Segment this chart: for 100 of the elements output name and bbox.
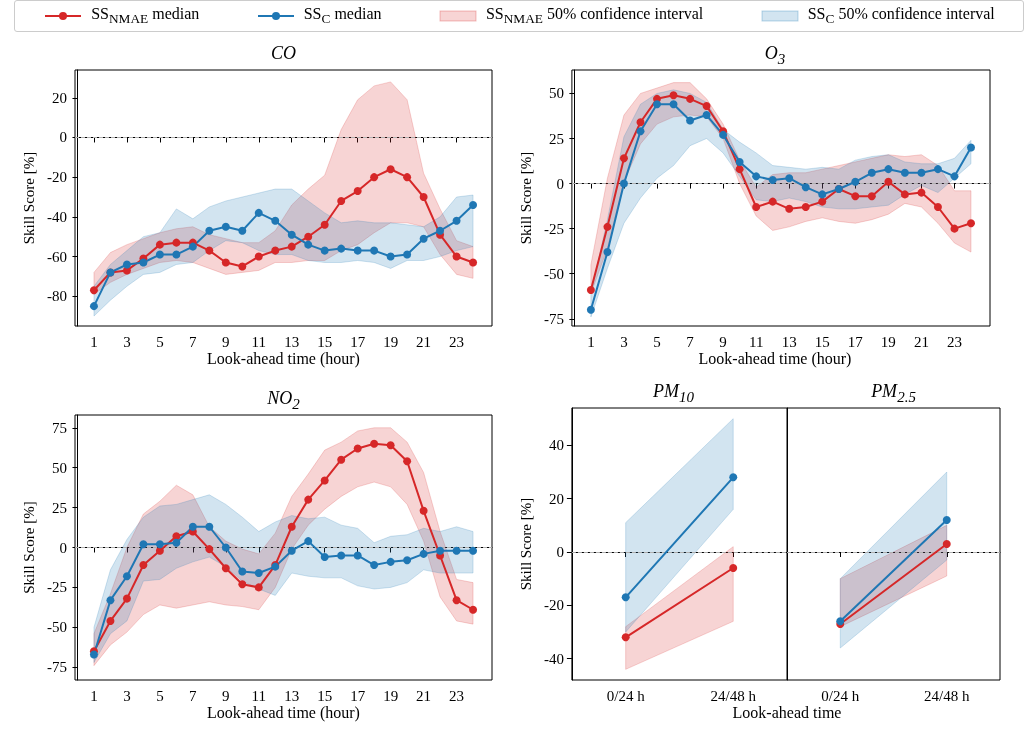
point bbox=[188, 242, 197, 251]
x-tick-label: 0/24 h bbox=[821, 687, 860, 704]
point bbox=[172, 250, 181, 259]
point bbox=[238, 567, 247, 576]
point bbox=[735, 157, 744, 166]
point bbox=[403, 250, 412, 259]
point bbox=[702, 102, 711, 111]
x-tick-label: 15 bbox=[814, 333, 830, 350]
point bbox=[337, 196, 346, 205]
point bbox=[221, 258, 230, 267]
point bbox=[967, 219, 975, 228]
y-tick-label: -75 bbox=[543, 310, 564, 327]
y-tick-label: -50 bbox=[543, 265, 564, 282]
y-tick-label: 50 bbox=[52, 459, 67, 476]
x-tick-label: 3 bbox=[123, 333, 131, 350]
y-tick-label: 50 bbox=[548, 85, 564, 102]
point bbox=[271, 246, 280, 255]
point bbox=[122, 572, 131, 581]
y-axis-title: Skill Score [%] bbox=[517, 497, 534, 591]
point bbox=[304, 240, 313, 249]
y-tick-label: 20 bbox=[52, 89, 67, 106]
point bbox=[106, 616, 115, 625]
y-tick-label: -80 bbox=[47, 288, 67, 305]
point bbox=[900, 190, 909, 199]
point bbox=[370, 561, 379, 570]
x-tick-label: 21 bbox=[416, 687, 432, 704]
point bbox=[603, 222, 612, 231]
y-tick-label: 0 bbox=[556, 175, 564, 192]
point bbox=[586, 285, 595, 294]
x-tick-label: 15 bbox=[317, 687, 333, 704]
x-tick-label: 1 bbox=[90, 687, 98, 704]
y-tick-label: -50 bbox=[47, 619, 67, 636]
x-tick-label: 11 bbox=[748, 333, 764, 350]
point bbox=[669, 100, 678, 109]
point bbox=[452, 596, 461, 605]
x-axis-title: Look-ahead time (hour) bbox=[206, 704, 361, 722]
y-tick-label: -40 bbox=[47, 208, 67, 225]
point bbox=[942, 516, 951, 524]
point bbox=[139, 258, 148, 267]
point bbox=[933, 203, 942, 212]
point bbox=[172, 538, 181, 547]
y-tick-label: 40 bbox=[548, 437, 564, 454]
x-tick-label: 3 bbox=[123, 687, 131, 704]
x-tick-label: 13 bbox=[284, 333, 300, 350]
point bbox=[304, 495, 313, 504]
y-tick-label: -75 bbox=[47, 659, 67, 676]
point bbox=[172, 238, 181, 247]
chart-title: CO bbox=[270, 43, 297, 64]
point bbox=[469, 546, 478, 555]
x-tick-label: 13 bbox=[781, 333, 797, 350]
x-axis-title: Look-ahead time (hour) bbox=[206, 350, 361, 368]
point bbox=[452, 216, 461, 225]
x-tick-label: 24/48 h bbox=[924, 687, 970, 704]
point bbox=[419, 506, 428, 515]
x-tick-label: 23 bbox=[449, 687, 465, 704]
x-tick-label: 7 bbox=[189, 687, 198, 704]
point bbox=[967, 143, 975, 152]
x-tick-label: 17 bbox=[847, 333, 864, 350]
x-tick-label: 15 bbox=[317, 333, 333, 350]
y-tick-label: -20 bbox=[543, 597, 564, 614]
y-tick-label: 25 bbox=[52, 499, 67, 516]
x-tick-label: 9 bbox=[222, 687, 230, 704]
point bbox=[370, 173, 379, 182]
point bbox=[933, 165, 942, 174]
point bbox=[785, 204, 794, 213]
point bbox=[155, 540, 164, 549]
x-tick-label: 17 bbox=[350, 687, 366, 704]
x-tick-label: 11 bbox=[251, 333, 266, 350]
y-axis-title: Skill Score [%] bbox=[20, 151, 37, 245]
point bbox=[469, 258, 478, 267]
point bbox=[337, 455, 346, 464]
point bbox=[619, 154, 628, 163]
x-axis-title: Look-ahead time (hour) bbox=[697, 350, 853, 368]
x-tick-label: 7 bbox=[189, 333, 198, 350]
point bbox=[320, 246, 329, 255]
point bbox=[320, 476, 329, 485]
point bbox=[469, 605, 478, 614]
point bbox=[122, 260, 131, 269]
point bbox=[304, 537, 313, 546]
point bbox=[403, 556, 412, 565]
x-tick-label: 24/48 h bbox=[710, 687, 757, 704]
point bbox=[155, 250, 164, 259]
x-axis-title: Look-ahead time bbox=[731, 704, 843, 722]
point bbox=[254, 252, 263, 261]
legend-label: SS$_{C}$ median bbox=[303, 4, 382, 28]
point bbox=[419, 549, 428, 558]
point bbox=[621, 633, 630, 642]
y-tick-label: 0 bbox=[556, 544, 564, 560]
point bbox=[942, 540, 951, 548]
point bbox=[653, 100, 661, 109]
chart-title: PM$_{2.5}$ bbox=[870, 381, 917, 406]
point bbox=[155, 546, 164, 555]
point bbox=[403, 457, 412, 466]
point bbox=[287, 242, 296, 251]
x-tick-label: 19 bbox=[383, 333, 399, 350]
point bbox=[238, 226, 247, 235]
point bbox=[619, 179, 628, 188]
point bbox=[304, 232, 313, 241]
point bbox=[729, 473, 738, 482]
point bbox=[238, 580, 247, 589]
